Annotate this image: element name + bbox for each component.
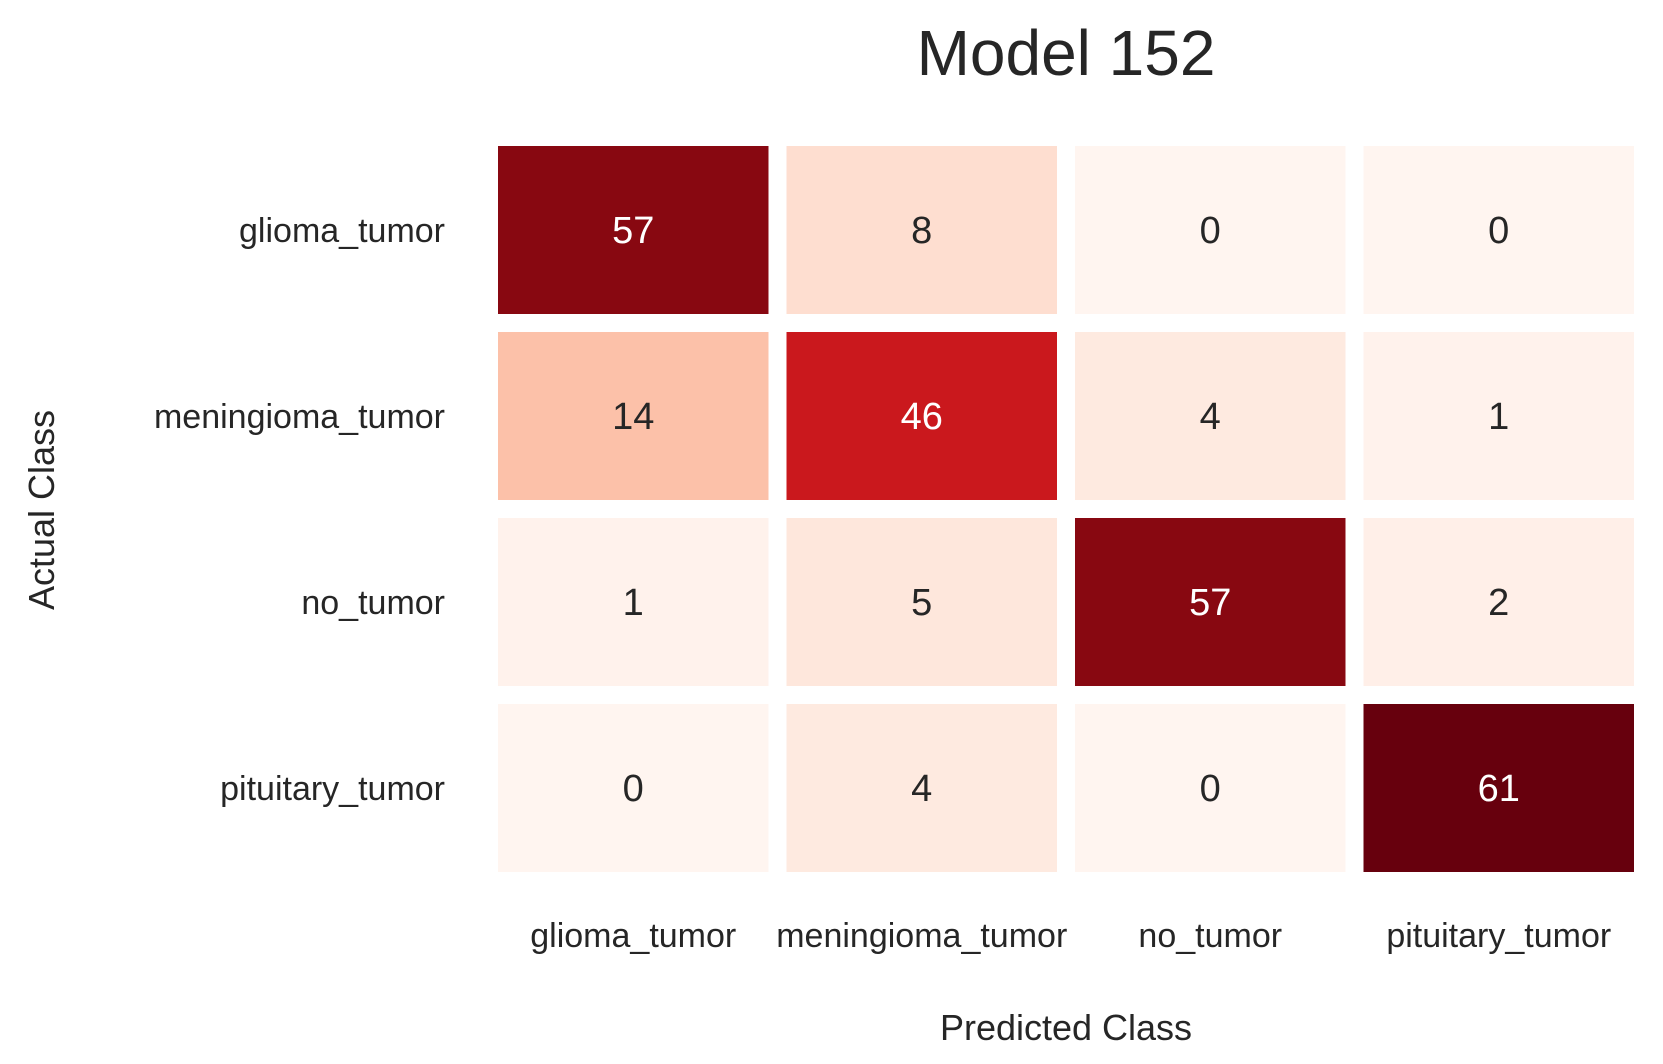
cell-value-label: 1: [623, 582, 644, 624]
cell-value-label: 1: [1488, 396, 1509, 438]
y-tick-label: pituitary_tumor: [220, 770, 445, 808]
x-tick-label: meningioma_tumor: [776, 917, 1067, 955]
cell-value-label: 8: [911, 210, 932, 252]
heatmap-cell: [1363, 518, 1634, 686]
heatmap-cell: [498, 704, 769, 872]
cell-value-label: 0: [1488, 210, 1509, 252]
cell-value-label: 4: [911, 768, 932, 810]
heatmap-cell: [498, 146, 769, 314]
cell-value-label: 4: [1200, 396, 1221, 438]
x-axis-label: Predicted Class: [940, 1007, 1192, 1048]
x-tick-labels: glioma_tumor meningioma_tumor no_tumor pitu…: [530, 917, 1611, 955]
cell-value-label: 57: [612, 210, 654, 252]
heatmap-cell: [786, 518, 1057, 686]
x-tick-label: pituitary_tumor: [1386, 917, 1611, 955]
heatmap-cell: [498, 518, 769, 686]
heatmap-cell: [1075, 704, 1346, 872]
cell-value-label: 57: [1189, 582, 1231, 624]
heatmap-cell: [786, 146, 1057, 314]
heatmap-cell: [498, 332, 769, 500]
cell-value-label: 0: [623, 768, 644, 810]
cell-value-label: 0: [1200, 768, 1221, 810]
heatmap-cell: [1363, 704, 1634, 872]
cell-value-label: 5: [911, 582, 932, 624]
y-tick-labels: glioma_tumor meningioma_tumor no_tumorpitu…: [154, 212, 445, 808]
heatmap-cells: 57 8 0 0 14 46 4 1 1 5 57 2 0 4 0 61: [498, 146, 1634, 872]
cell-value-label: 14: [612, 396, 654, 438]
heatmap-cell: [1075, 332, 1346, 500]
y-tick-label: meningioma_tumor: [154, 398, 445, 436]
y-tick-label: glioma_tumor: [239, 212, 445, 250]
heatmap-cell: [786, 332, 1057, 500]
cell-value-label: 61: [1478, 768, 1520, 810]
x-tick-label: glioma_tumor: [530, 917, 736, 955]
y-tick-label: no_tumor: [301, 584, 445, 622]
cell-value-label: 46: [901, 396, 943, 438]
x-tick-label: no_tumor: [1138, 917, 1282, 955]
heatmap-cell: [1363, 146, 1634, 314]
cell-value-label: 0: [1200, 210, 1221, 252]
heatmap-cell: [1075, 518, 1346, 686]
heatmap-cell: [786, 704, 1057, 872]
heatmap-cell: [1075, 146, 1346, 314]
chart-title: Model 152: [917, 17, 1216, 89]
y-axis-label: Actual Class: [21, 410, 62, 610]
cell-value-label: 2: [1488, 582, 1509, 624]
heatmap-cell: [1363, 332, 1634, 500]
